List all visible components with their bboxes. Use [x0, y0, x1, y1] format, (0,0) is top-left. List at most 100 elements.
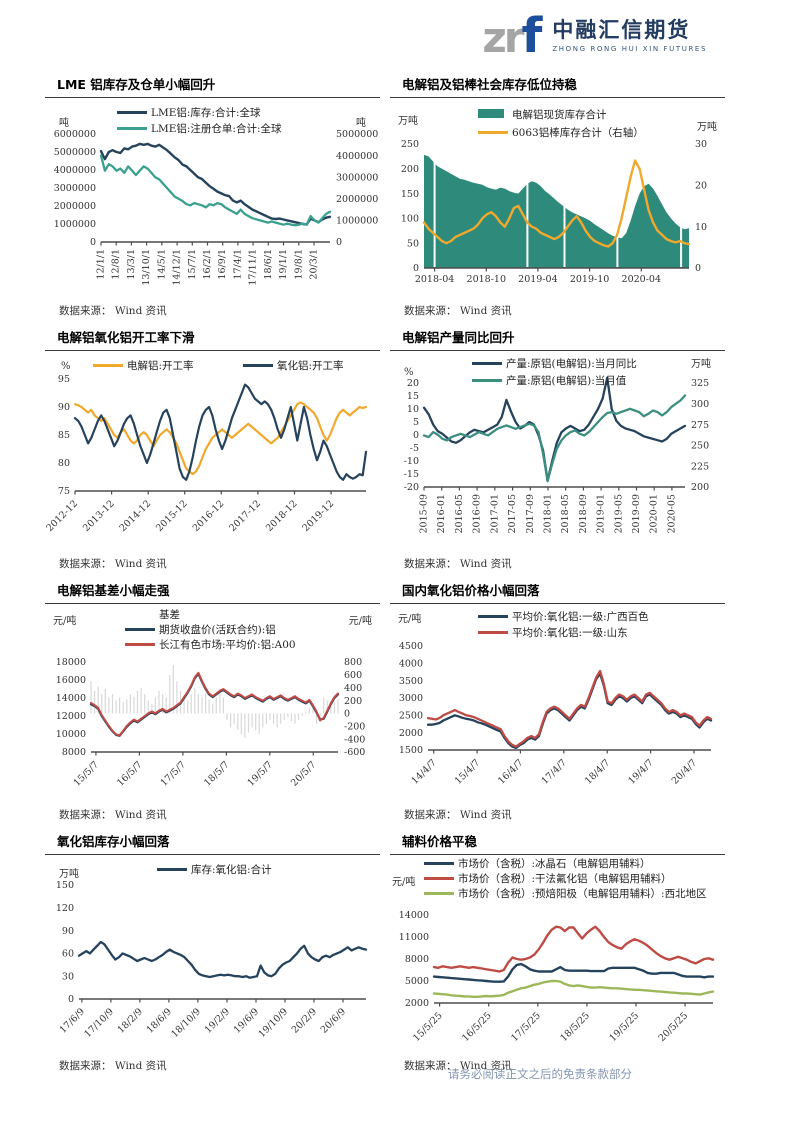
svg-text:16/9/1: 16/9/1 [217, 249, 228, 280]
chart-canvas-basis: 8000 10000 12000 14000 16000 18000 800 600 400 20… [45, 606, 380, 806]
svg-text:2015-12: 2015-12 [154, 498, 190, 534]
svg-text:4500: 4500 [399, 641, 423, 652]
svg-text:20/3/1: 20/3/1 [309, 249, 320, 280]
svg-text:3000: 3000 [399, 693, 423, 704]
svg-text:95: 95 [58, 374, 70, 385]
data-source-note: 数据来源： Wind 资讯 [404, 1060, 512, 1072]
data-source-note: 数据来源： Wind 资讯 [404, 809, 512, 821]
svg-text:2000: 2000 [405, 998, 429, 1009]
svg-text:20/5/7: 20/5/7 [289, 759, 318, 788]
svg-text:2000000: 2000000 [336, 194, 378, 205]
svg-text:2019-05: 2019-05 [613, 494, 624, 533]
svg-text:基差: 基差 [159, 608, 180, 621]
company-logo: zrf 中融汇信期货 ZHONG RONG HUI XIN FUTURES [482, 12, 707, 60]
svg-text:60: 60 [62, 949, 74, 960]
svg-text:150: 150 [56, 880, 74, 891]
svg-text:2020-01: 2020-01 [649, 494, 660, 533]
chart-block-lme-inventory: LME 铝库存及仓单小幅回升 0 1000000 2000000 3000000 400… [45, 74, 380, 318]
logo-text: 中融汇信期货 ZHONG RONG HUI XIN FUTURES [552, 19, 707, 53]
svg-text:800: 800 [344, 657, 362, 668]
svg-text:325: 325 [691, 378, 709, 389]
svg-text:15/5/7: 15/5/7 [72, 759, 101, 788]
svg-text:2018-09: 2018-09 [578, 494, 589, 533]
svg-text:17/11/1: 17/11/1 [248, 249, 259, 286]
svg-text:20: 20 [695, 181, 707, 192]
svg-text:80: 80 [58, 458, 70, 469]
svg-text:14000: 14000 [399, 910, 429, 921]
svg-text:2000: 2000 [399, 728, 423, 739]
svg-text:2017-09: 2017-09 [525, 494, 536, 533]
chart-title: 电解铝及铝棒社会库存低位持稳 [402, 77, 578, 92]
svg-text:0: 0 [413, 263, 419, 274]
svg-text:19/2/9: 19/2/9 [203, 1006, 232, 1035]
title-rule [390, 97, 725, 98]
svg-text:2020-04: 2020-04 [622, 274, 661, 285]
svg-text:18/5/7: 18/5/7 [202, 759, 231, 788]
svg-text:400: 400 [344, 683, 362, 694]
title-rule [45, 603, 380, 604]
chart-block-basis: 电解铝基差小幅走强 8000 10000 12000 14000 16000 18000 8… [45, 580, 380, 822]
svg-text:元/吨: 元/吨 [398, 612, 421, 625]
svg-text:6000000: 6000000 [54, 129, 96, 140]
chart-svg: 0 1000000 2000000 3000000 4000000 5000000 6000… [54, 106, 379, 286]
svg-text:14/5/1: 14/5/1 [156, 249, 167, 280]
svg-text:300: 300 [691, 399, 709, 410]
svg-text:19/5/7: 19/5/7 [246, 759, 275, 788]
svg-text:5000: 5000 [405, 976, 429, 987]
svg-text:200: 200 [691, 482, 709, 493]
svg-text:10: 10 [407, 404, 419, 415]
svg-text:14/12/1: 14/12/1 [172, 249, 183, 286]
svg-text:13/3/1: 13/3/1 [126, 249, 137, 280]
chart-title: 电解铝基差小幅走强 [57, 583, 170, 598]
svg-text:5000000: 5000000 [54, 147, 96, 158]
svg-text:2017-01: 2017-01 [489, 494, 500, 533]
svg-text:16/2/1: 16/2/1 [202, 249, 213, 280]
svg-text:18/10/9: 18/10/9 [169, 1006, 203, 1040]
svg-text:吨: 吨 [59, 116, 69, 129]
svg-text:2017-12: 2017-12 [227, 498, 263, 534]
svg-text:1000000: 1000000 [54, 219, 96, 230]
svg-text:万吨: 万吨 [398, 114, 418, 127]
chart-svg: 20 15 10 5 0 -5 -10 -15 -20 325 300 275 250 225 200 201… [404, 357, 711, 533]
data-source-note: 数据来源： Wind 资讯 [59, 809, 167, 821]
chart-title: LME 铝库存及仓单小幅回升 [57, 77, 216, 92]
svg-text:19/4/7: 19/4/7 [626, 757, 655, 786]
chart-title: 氧化铝库存小幅回落 [57, 834, 170, 849]
svg-text:225: 225 [691, 461, 709, 472]
svg-text:16/4/7: 16/4/7 [496, 757, 525, 786]
svg-text:4000000: 4000000 [54, 165, 96, 176]
svg-text:20/2/9: 20/2/9 [290, 1006, 319, 1035]
chart-canvas-social-inventory: 0 50 100 150 200 250 0 10 20 30 2018-04 2018-10 2019… [390, 100, 725, 302]
svg-text:万吨: 万吨 [691, 357, 711, 370]
svg-text:2018-10: 2018-10 [467, 274, 506, 285]
svg-text:3000000: 3000000 [336, 172, 378, 183]
svg-text:-200: -200 [344, 722, 365, 733]
svg-text:2000000: 2000000 [54, 201, 96, 212]
svg-text:%: % [404, 367, 414, 378]
svg-text:19/5/25: 19/5/25 [607, 1010, 641, 1044]
svg-text:LME铝:库存:合计:全球: LME铝:库存:合计:全球 [151, 106, 261, 119]
svg-text:200: 200 [344, 696, 362, 707]
svg-text:-15: -15 [404, 469, 419, 480]
svg-text:15: 15 [407, 391, 419, 402]
chart-block-social-inventory: 电解铝及铝棒社会库存低位持稳 0 50 100 150 200 250 0 10 20 30 201… [390, 74, 725, 318]
svg-text:2016-05: 2016-05 [454, 494, 465, 533]
svg-text:0: 0 [413, 430, 419, 441]
svg-text:18/5/25: 18/5/25 [558, 1010, 592, 1044]
svg-text:期货收盘价(活跃合约):铝: 期货收盘价(活跃合约):铝 [159, 623, 276, 636]
svg-text:4000: 4000 [399, 659, 423, 670]
svg-text:30: 30 [62, 971, 74, 982]
svg-text:平均价:氧化铝:一级:广西百色: 平均价:氧化铝:一级:广西百色 [512, 610, 649, 623]
svg-text:15/4/7: 15/4/7 [453, 757, 482, 786]
svg-text:万吨: 万吨 [59, 867, 79, 880]
title-rule [45, 97, 380, 98]
logo-zr-text: zr [482, 13, 524, 62]
svg-text:2019-01: 2019-01 [596, 494, 607, 533]
svg-text:5000000: 5000000 [336, 129, 378, 140]
svg-text:20: 20 [407, 378, 419, 389]
svg-text:0: 0 [68, 994, 74, 1005]
svg-text:平均价:氧化铝:一级:山东: 平均价:氧化铝:一级:山东 [512, 626, 628, 639]
svg-text:20/6/9: 20/6/9 [319, 1006, 348, 1035]
data-source-note: 数据来源： Wind 资讯 [404, 558, 512, 570]
